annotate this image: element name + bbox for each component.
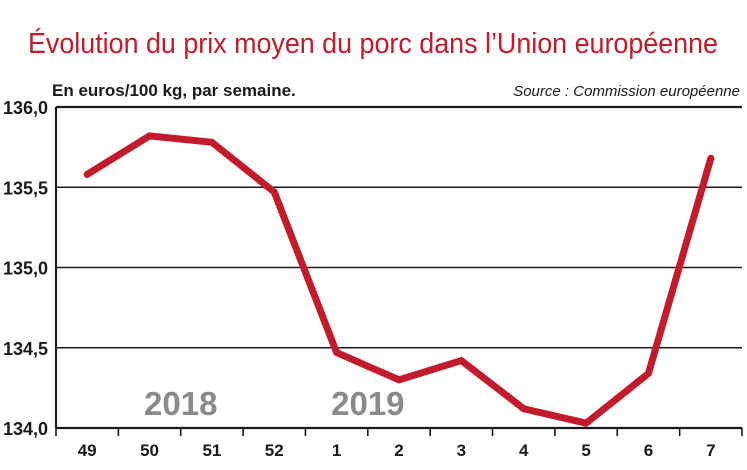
x-tick-label: 51	[202, 441, 221, 460]
grid-lines	[54, 105, 742, 430]
data-point	[582, 419, 590, 427]
x-tick-label: 49	[78, 441, 97, 460]
x-tick-label: 1	[332, 441, 341, 460]
x-axis-ticks: 49 50 51 52 1 2 3 4 5 6 7	[55, 428, 743, 460]
year-labels: 2018 2019	[144, 385, 405, 422]
y-tick-label: 136,0	[3, 98, 48, 118]
y-tick-label: 134,0	[3, 419, 48, 439]
y-axis-ticks: 134,0 134,5 135,0 135,5 136,0	[3, 98, 48, 439]
data-point	[270, 188, 278, 196]
x-tick-label: 2	[394, 441, 403, 460]
year-label: 2019	[331, 385, 404, 422]
chart-subtitle: En euros/100 kg, par semaine.	[52, 81, 296, 100]
data-point	[208, 138, 216, 146]
x-tick-label: 52	[265, 441, 284, 460]
x-tick-label: 7	[706, 441, 715, 460]
x-tick-label: 3	[457, 441, 466, 460]
chart-source: Source : Commission européenne	[513, 83, 740, 100]
data-point	[333, 349, 341, 357]
data-point	[520, 405, 528, 413]
x-tick-label: 5	[581, 441, 590, 460]
year-label: 2018	[144, 385, 217, 422]
x-tick-label: 6	[644, 441, 653, 460]
data-point	[83, 170, 91, 178]
y-tick-label: 135,5	[3, 178, 48, 198]
x-tick-label: 50	[140, 441, 159, 460]
data-point	[707, 154, 715, 162]
y-tick-label: 135,0	[3, 259, 48, 279]
x-tick-label: 4	[519, 441, 529, 460]
y-tick-label: 134,5	[3, 339, 48, 359]
data-point	[146, 132, 154, 140]
data-point	[395, 376, 403, 384]
data-point	[457, 357, 465, 365]
chart-title: Évolution du prix moyen du porc dans l’U…	[28, 27, 718, 60]
series-group	[83, 132, 715, 427]
data-point	[644, 369, 652, 377]
